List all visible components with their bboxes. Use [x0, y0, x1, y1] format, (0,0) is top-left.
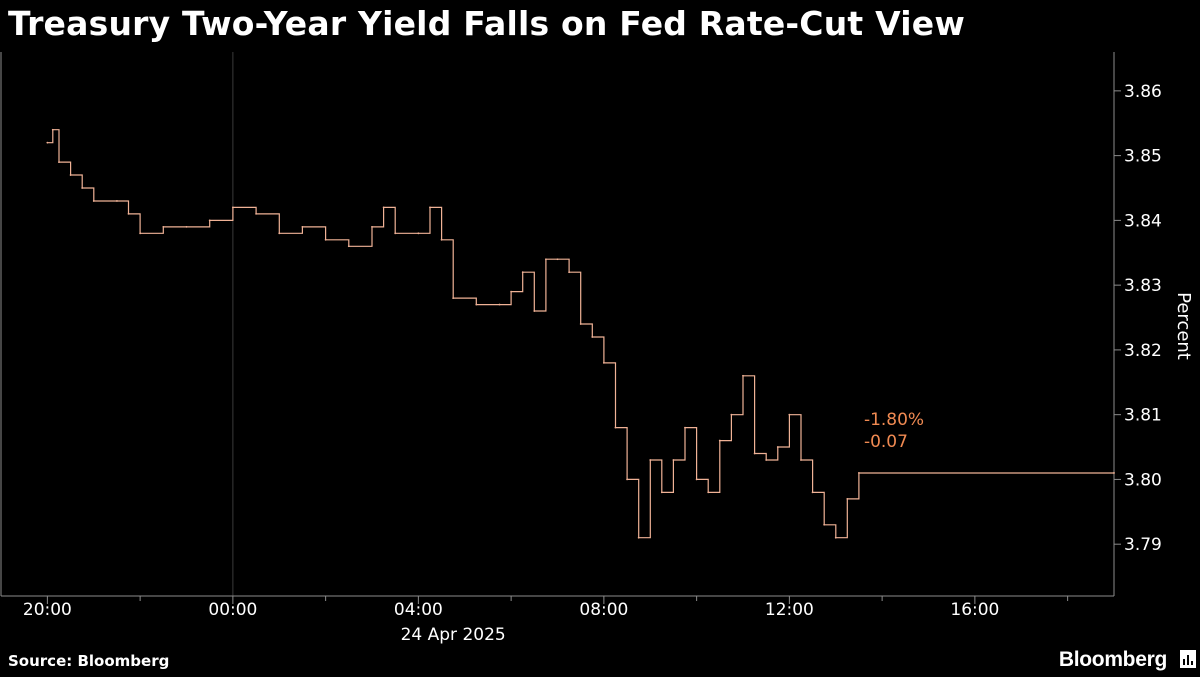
- data-point: [510, 290, 513, 293]
- bloomberg-mark-icon: [1180, 650, 1196, 668]
- data-point: [823, 523, 826, 526]
- label-layer: 20:00 00:00 04:00 08:00 12:00 16:00 24 Apr 202…: [23, 82, 1194, 645]
- data-point: [556, 258, 559, 261]
- data-point: [429, 206, 431, 209]
- y-tick-label: 3.81: [1124, 406, 1162, 426]
- y-tick-label: 3.86: [1124, 82, 1162, 102]
- data-point: [116, 200, 118, 202]
- data-point: [730, 413, 733, 416]
- data-point: [800, 459, 802, 461]
- data-point: [452, 297, 455, 299]
- data-point: [718, 439, 721, 442]
- data-point: [278, 232, 281, 235]
- data-point: [765, 459, 768, 461]
- x-tick-label: 08:00: [579, 600, 628, 620]
- data-point: [382, 206, 385, 209]
- data-point: [475, 303, 478, 306]
- data-point: [753, 452, 756, 455]
- data-point: [1113, 472, 1115, 474]
- data-point: [626, 478, 628, 481]
- data-point: [301, 225, 304, 228]
- axis-layer: [0, 52, 1121, 604]
- date-label: 24 Apr 2025: [401, 625, 506, 645]
- data-point: [417, 232, 420, 235]
- x-tick-label: 00:00: [208, 600, 257, 620]
- data-point: [255, 213, 257, 215]
- data-point: [568, 271, 570, 274]
- data-point: [545, 258, 547, 261]
- data-point: [684, 426, 686, 429]
- data-point: [440, 238, 443, 241]
- data-point: [637, 536, 640, 539]
- data-point: [81, 187, 84, 189]
- data-point: [46, 141, 49, 144]
- data-point: [846, 497, 849, 500]
- y-tick-label: 3.82: [1124, 341, 1162, 361]
- chart-title: Treasury Two-Year Yield Falls on Fed Rat…: [8, 4, 966, 43]
- data-point: [69, 174, 72, 176]
- y-axis-label: Percent: [1173, 292, 1194, 360]
- series-layer: [46, 128, 1115, 539]
- data-point: [695, 478, 698, 481]
- brand-logo-text: Bloomberg: [1058, 648, 1167, 671]
- y-tick-label: 3.80: [1124, 470, 1162, 490]
- data-point: [579, 323, 582, 325]
- data-point: [591, 336, 594, 338]
- data-point: [614, 426, 617, 429]
- data-point: [394, 232, 397, 235]
- data-point: [521, 271, 524, 274]
- y-tick-label: 3.79: [1124, 535, 1162, 555]
- series-line: [47, 129, 1114, 539]
- data-point: [139, 232, 142, 235]
- data-point: [498, 303, 501, 306]
- data-point: [672, 459, 675, 461]
- data-point: [51, 128, 54, 131]
- data-point: [660, 491, 663, 494]
- x-tick-label: 12:00: [765, 600, 814, 620]
- data-point: [776, 446, 779, 448]
- y-tick-label: 3.85: [1124, 147, 1162, 167]
- data-point: [58, 161, 60, 163]
- data-point: [185, 225, 188, 228]
- x-tick-label: 20:00: [23, 600, 72, 620]
- y-tick-label: 3.84: [1124, 211, 1162, 231]
- data-point: [788, 413, 791, 416]
- data-point: [533, 310, 536, 312]
- x-tick-label: 16:00: [950, 600, 999, 620]
- data-point: [208, 219, 211, 222]
- data-point: [742, 374, 744, 377]
- data-point: [811, 491, 814, 494]
- data-point: [602, 361, 605, 364]
- data-point: [231, 206, 234, 209]
- data-point: [92, 200, 95, 202]
- data-point: [347, 245, 350, 248]
- data-point: [858, 472, 860, 474]
- change-percent-label: -1.80%: [864, 410, 924, 430]
- change-absolute-label: -0.07: [864, 432, 908, 452]
- data-point: [371, 225, 373, 228]
- data-point: [127, 213, 130, 215]
- source-label: Source: Bloomberg: [8, 652, 170, 670]
- data-point: [324, 238, 327, 241]
- y-tick-label: 3.83: [1124, 276, 1162, 296]
- data-point: [649, 459, 652, 461]
- data-point: [834, 536, 837, 539]
- data-point: [707, 491, 710, 494]
- data-point: [162, 225, 165, 228]
- x-tick-label: 04:00: [394, 600, 443, 620]
